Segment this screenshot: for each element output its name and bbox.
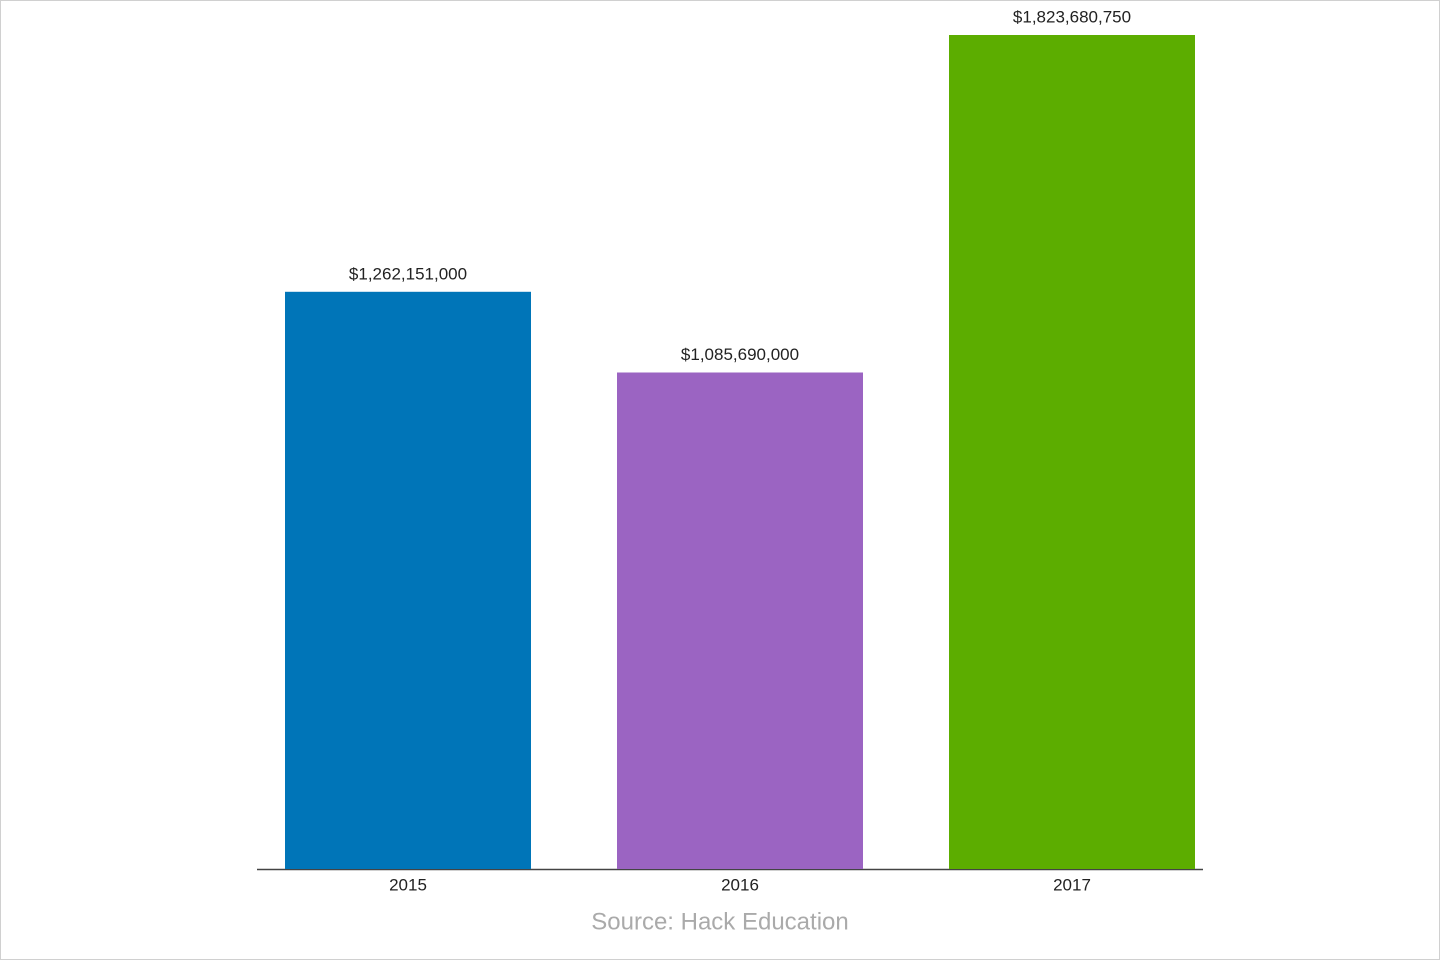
- x-tick-label: 2015: [389, 875, 427, 894]
- x-tick-label: 2016: [721, 875, 759, 894]
- bar: [617, 372, 863, 869]
- bar: [285, 291, 531, 870]
- value-label: $1,085,690,000: [681, 345, 799, 364]
- source: Source: Hack Education: [591, 908, 848, 935]
- value-label: $1,823,680,750: [1013, 7, 1131, 26]
- value-label: $1,262,151,000: [349, 264, 467, 283]
- bar: [949, 35, 1195, 869]
- x-tick-label: 2017: [1053, 875, 1091, 894]
